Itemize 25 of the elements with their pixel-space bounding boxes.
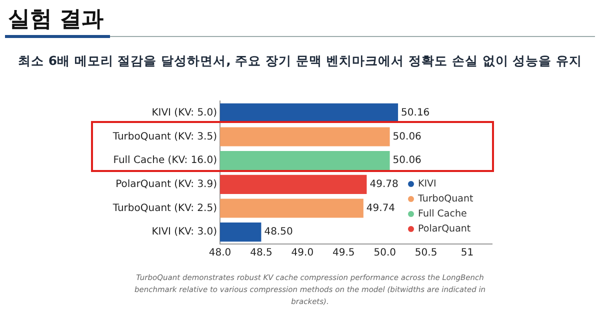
- y-tick-label: PolarQuant (KV: 3.9): [116, 179, 218, 190]
- x-tick-label: 50.5: [414, 248, 438, 259]
- y-tick-label: TurboQuant (KV: 2.5): [112, 202, 218, 214]
- data-label: 49.74: [366, 202, 396, 214]
- legend-label: PolarQuant: [418, 223, 471, 234]
- data-label: 49.78: [370, 179, 398, 190]
- x-tick-label: 50.0: [374, 248, 396, 259]
- x-tick-label: 49.5: [332, 248, 355, 259]
- chart-subtitle: 최소 6배 메모리 절감을 달성하면서, 주요 장기 문맥 벤치마크에서 정확도 손실 없이 성능을 유지: [16, 53, 584, 70]
- data-label: 50.16: [401, 108, 430, 119]
- y-tick-label: Full Cache (KV: 16.0): [113, 155, 218, 166]
- legend-label: KIVI: [418, 178, 436, 190]
- x-tick-label: 51: [460, 248, 474, 259]
- data-label: 50.06: [392, 155, 422, 166]
- x-tick-label: 48.0: [208, 248, 232, 259]
- x-tick-label: 49.0: [291, 248, 314, 259]
- legend-label: Full Cache: [418, 208, 467, 220]
- y-tick-label: TurboQuant (KV: 3.5): [112, 131, 218, 142]
- data-label: 50.06: [392, 131, 422, 142]
- y-tick-label: KIVI (KV: 5.0): [152, 108, 218, 119]
- y-tick-label: KIVI (KV: 3.0): [152, 226, 218, 238]
- data-label: 48.50: [264, 226, 293, 238]
- x-tick-label: 48.5: [250, 248, 272, 259]
- chart-title: 실험 결과: [8, 6, 104, 34]
- legend-label: TurboQuant: [417, 193, 474, 204]
